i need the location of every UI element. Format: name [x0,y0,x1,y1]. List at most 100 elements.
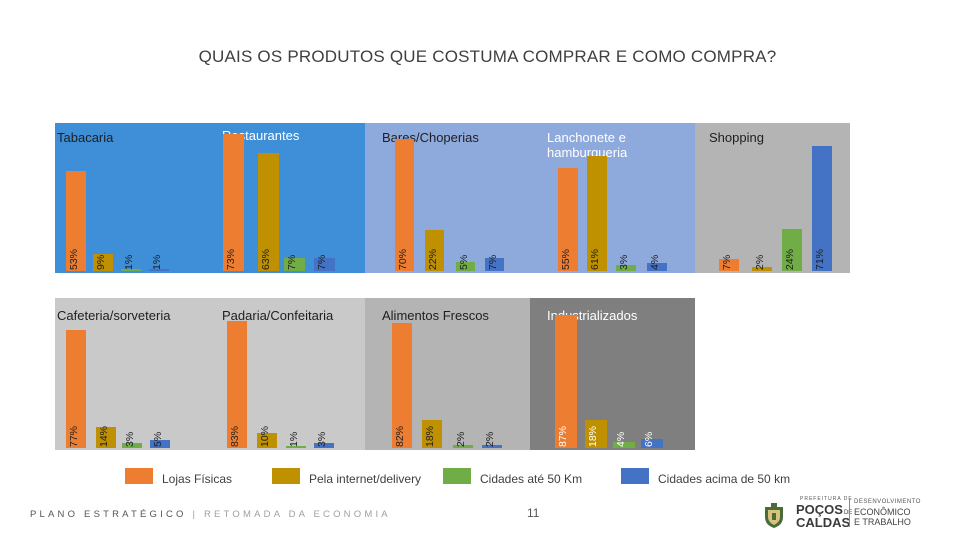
legend-label-internet: Pela internet/delivery [309,472,422,486]
logo-org: PREFEITURA DE [800,496,853,502]
bar-ate-50km [616,265,636,271]
bar-ate-50km [122,443,142,448]
bar-value-label: 3% [316,431,328,447]
logo-city-de: DE [844,510,852,516]
bar-acima-50km [482,444,502,448]
footer-retomada: RETOMADA DA ECONOMIA [204,509,391,520]
bar-lojas [392,322,412,448]
bar-ate-50km [613,441,635,448]
bar-value-label: 2% [754,254,766,270]
chart-panel-6: Cafeteria/sorveteria 77% 14% 3% 5% [55,298,210,450]
bar-internet [96,426,116,448]
bar-acima-50km [150,440,170,448]
logo-city-word1: POÇOS [796,502,843,517]
bar-internet [93,254,113,271]
chart-title: Tabacaria [57,130,114,145]
city-crest-icon [765,503,783,528]
logo-dept-2: ECONÔMICO [854,507,911,517]
logo-city1: POÇOSDE [796,502,852,517]
bar-ate-50km [453,444,473,448]
bar-lojas [66,330,86,448]
bar-acima-50km [812,146,832,271]
bar-lojas [555,314,577,448]
bar-value-label: 9% [95,254,107,270]
chart-title: Cafeteria/sorveteria [57,308,171,323]
bar-value-label: 6% [643,431,655,447]
bar-value-label: 77% [68,425,80,447]
bar-value-label: 73% [225,248,237,270]
bar-acima-50km [149,269,169,271]
bar-internet [752,267,772,271]
chart-panel-7: Padaria/Confeitaria 83% 10% 1% 3% [210,298,365,450]
bar-lojas [227,321,247,448]
bar-value-label: 5% [458,254,470,270]
bar-value-label: 7% [721,254,733,270]
bar-ate-50km [782,228,802,271]
bar-value-label: 5% [152,431,164,447]
bar-internet [425,229,444,271]
bar-value-label: 83% [229,425,241,447]
legend-label-lojas: Lojas Físicas [162,472,233,486]
bar-value-label: 24% [784,248,796,270]
bar-value-label: 71% [814,248,826,270]
bar-value-label: 18% [587,425,599,447]
bar-value-label: 55% [560,248,572,270]
chart-title: Lanchonete e hamburgueria [547,130,628,160]
chart-title: Alimentos Frescos [382,308,489,323]
footer-text: PLANO ESTRATÉGICO | RETOMADA DA ECONOMIA [30,509,391,520]
bar-value-label: 2% [455,431,467,447]
logo-city2: CALDAS [796,515,851,530]
bar-value-label: 7% [316,254,328,270]
bar-lojas [223,133,244,271]
bar-value-label: 1% [288,431,300,447]
chart-panel-3: Bares/Choperias 70% 22% 5% 7% [365,123,530,273]
bar-acima-50km [647,263,667,271]
bar-value-label: 87% [557,425,569,447]
bar-acima-50km [485,257,504,271]
chart-panel-8: Alimentos Frescos 82% 18% 2% 2% [365,298,530,450]
bar-ate-50km [284,257,305,271]
bar-value-label: 14% [98,425,110,447]
legend-swatch-acima-50km [621,468,649,484]
bar-internet [585,420,607,448]
bar-lojas [395,139,414,271]
bar-value-label: 3% [618,254,630,270]
bar-ate-50km [286,446,306,448]
bar-value-label: 7% [286,254,298,270]
bar-value-label: 4% [649,254,661,270]
bar-internet [258,152,279,271]
logo-divider [849,499,850,527]
bar-ate-50km [121,269,141,271]
chart-panel-5: Shopping 7% 2% 24% 71% [695,123,850,273]
logo-dept-3: E TRABALHO [854,517,911,527]
page-title: QUAIS OS PRODUTOS QUE COSTUMA COMPRAR E … [198,47,777,66]
bar-acima-50km [314,257,335,271]
chart-panel-4: Lanchonete e hamburgueria 55% 61% 3% 4% [530,123,695,273]
chart-title: Shopping [709,130,764,145]
bar-internet [422,420,442,448]
bar-value-label: 10% [259,425,271,447]
footer-plan: PLANO ESTRATÉGICO [30,509,187,520]
bar-value-label: 53% [68,248,80,270]
chart-title: Padaria/Confeitaria [222,308,334,323]
bar-internet [257,432,277,448]
bar-value-label: 1% [151,254,163,270]
legend-label-ate-50km: Cidades até 50 Km [480,472,583,486]
logo-dept-1: DESENVOLVIMENTO [854,499,921,505]
bar-value-label: 4% [615,431,627,447]
bar-value-label: 7% [487,254,499,270]
legend-label-acima-50km: Cidades acima de 50 km [658,472,791,486]
bar-internet [587,156,607,271]
bar-value-label: 63% [260,248,272,270]
chart-panel-1: Tabacaria 53% 9% 1% 1% [55,123,210,273]
legend-swatch-ate-50km [443,468,471,484]
bar-value-label: 22% [427,248,439,270]
prefeitura-logo: PREFEITURA DE POÇOSDE CALDAS DESENVOLVIM… [760,495,925,531]
bar-value-label: 82% [394,425,406,447]
bar-lojas [66,171,86,271]
bar-acima-50km [314,443,334,448]
footer-separator: | [192,509,199,520]
bar-acima-50km [641,438,663,448]
chart-panel-9: Industrializados 87% 18% 4% 6% [530,298,695,450]
chart-panel-2: Restaurantes 73% 63% 7% 7% [210,123,365,273]
